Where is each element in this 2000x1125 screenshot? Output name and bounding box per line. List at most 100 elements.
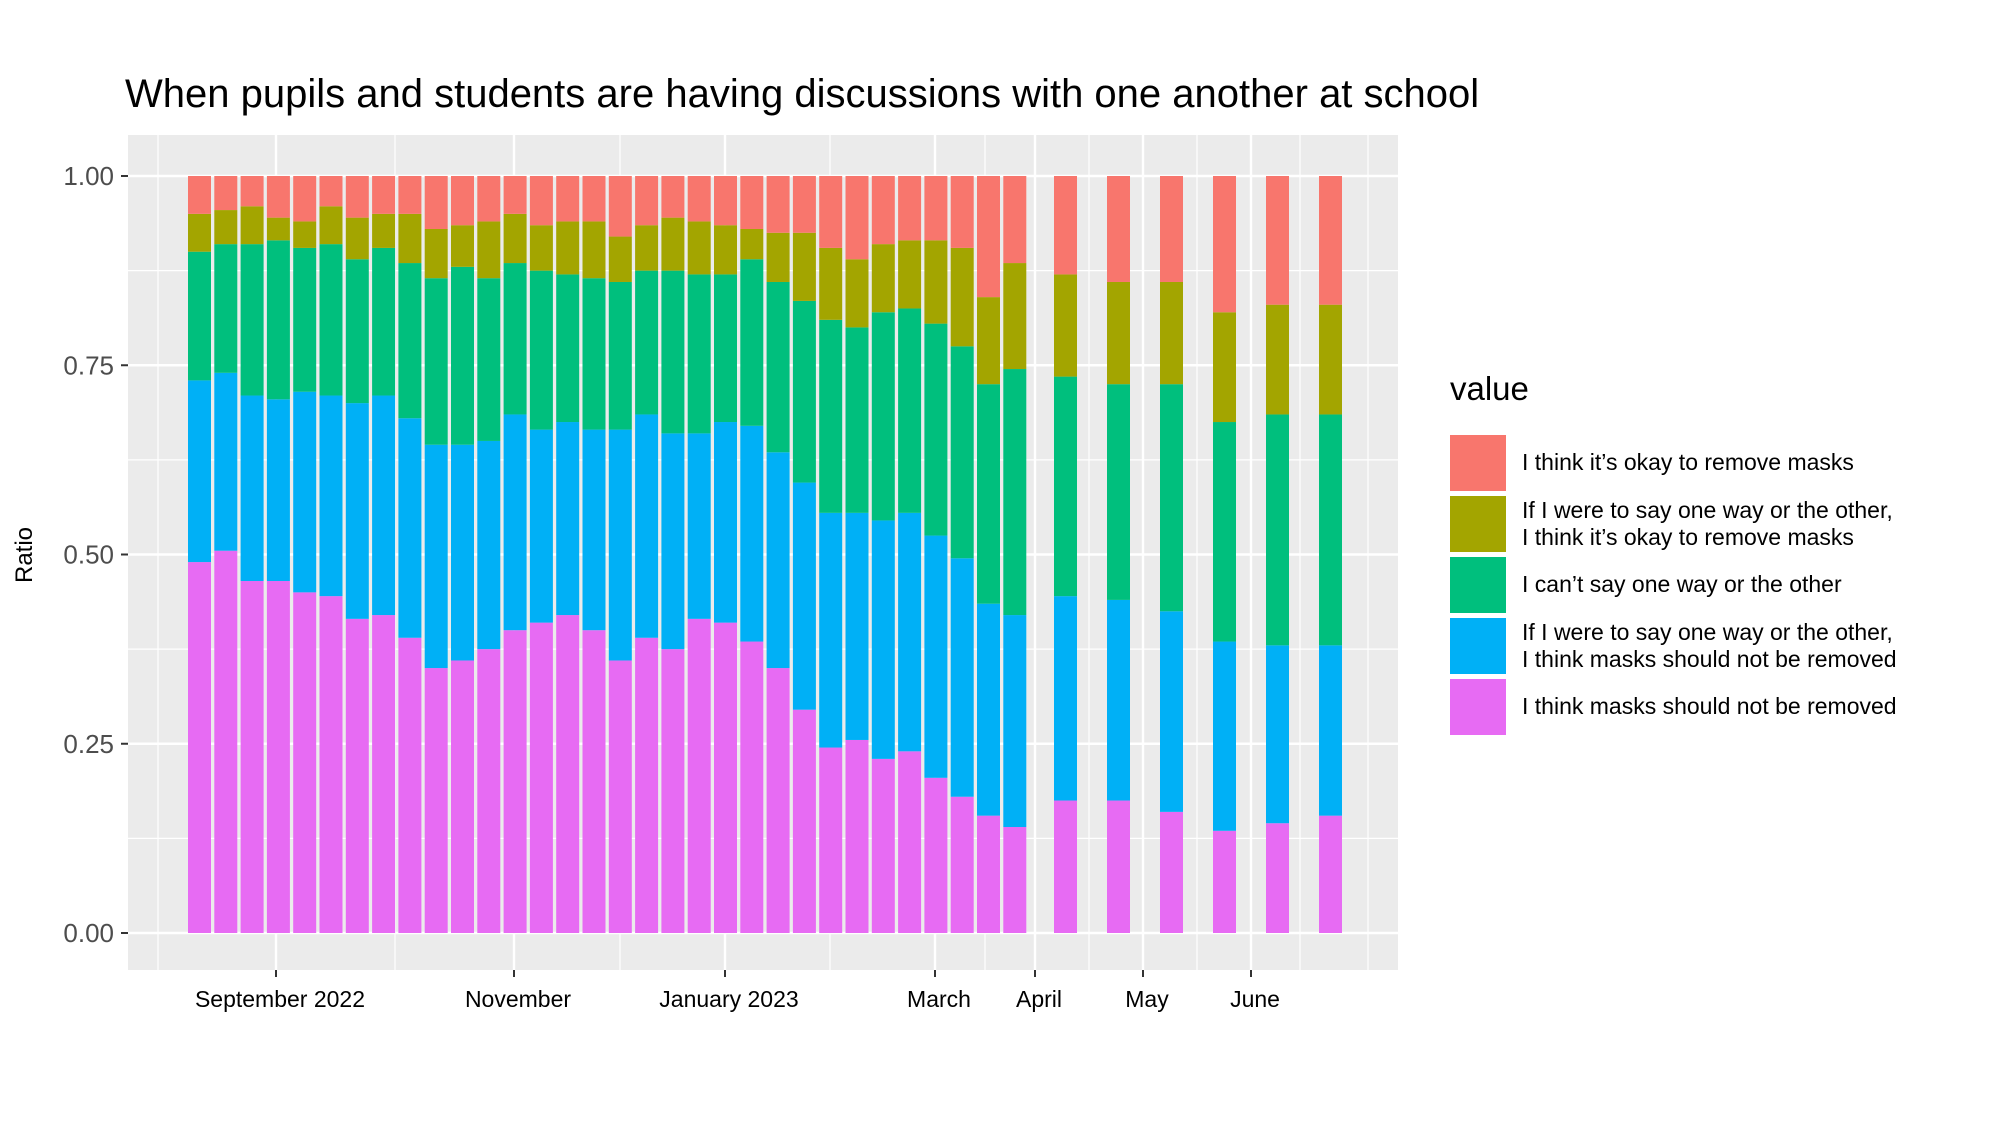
bar-segment (714, 622, 737, 933)
bar-segment (792, 709, 816, 933)
bar-segment (1054, 800, 1077, 933)
legend: value I think it’s okay to remove masks I… (1450, 370, 1897, 737)
bar-segment (214, 210, 238, 245)
legend-title: value (1450, 370, 1529, 407)
y-tick-label: 0.75 (63, 350, 114, 380)
bar-segment (424, 278, 448, 445)
bar-segment (188, 213, 211, 252)
legend-key (1450, 678, 1506, 735)
bar-segment (871, 176, 895, 245)
y-axis: 0.00 0.25 0.50 0.75 1.00 (63, 161, 128, 948)
bar-segment (687, 618, 711, 933)
bar-segment (819, 512, 843, 748)
bar-segment (529, 176, 553, 226)
bar-segment (424, 228, 448, 279)
bar-segment (1266, 823, 1289, 933)
bar-segment (398, 263, 422, 419)
bar-segment (871, 520, 895, 759)
bar-segment (1107, 599, 1130, 801)
bar-segment (556, 221, 580, 275)
bar-segment (871, 244, 895, 313)
bar-segment (1054, 176, 1077, 275)
bar-segment (372, 213, 396, 248)
x-tick-label: March (907, 986, 971, 1012)
legend-label: I think masks should not be removed (1522, 693, 1897, 719)
bar-segment (266, 217, 290, 241)
bar-segment (266, 176, 290, 218)
bar-segment (1160, 281, 1183, 385)
bar-segment (1003, 827, 1027, 933)
bar-segment (477, 440, 501, 650)
bar-segment (1107, 384, 1130, 600)
bar-segment (977, 815, 1000, 933)
y-tick-label: 0.00 (63, 918, 114, 948)
bar-segment (608, 176, 632, 237)
bar-segment (845, 176, 869, 260)
bar-segment (924, 176, 948, 241)
bar-segment (924, 535, 948, 778)
bar-segment (898, 176, 922, 241)
bar-segment (424, 176, 448, 229)
bar-segment (582, 429, 606, 631)
bar-segment (240, 580, 264, 933)
bar-segment (1266, 176, 1289, 305)
legend-item: I think masks should not be removed (1450, 676, 1897, 737)
legend-item: If I were to say one way or the other, I… (1450, 615, 1897, 676)
bar-segment (792, 176, 816, 233)
bar-segment (766, 668, 790, 933)
bar-segment (240, 206, 264, 245)
bar-segment (608, 236, 632, 282)
bar-segment (1003, 369, 1027, 616)
bar-segment (792, 232, 816, 301)
bar-segment (345, 217, 369, 260)
bar-segment (661, 270, 685, 434)
bar-segment (188, 251, 211, 381)
bar-segment (266, 580, 290, 933)
bar-segment (845, 259, 869, 328)
bar-segment (635, 176, 659, 226)
x-tick-label: September 2022 (195, 986, 365, 1012)
bar-segment (1054, 596, 1077, 801)
bar-segment (1213, 422, 1236, 642)
bar-segment (740, 641, 764, 933)
x-tick-label: April (1016, 986, 1062, 1012)
bar-segment (240, 176, 264, 207)
bar-segment (845, 739, 869, 933)
bar-segment (950, 558, 974, 797)
bar-segment (214, 550, 238, 933)
legend-key (1450, 556, 1506, 613)
bar-segment (529, 429, 553, 623)
bar-segment (819, 747, 843, 933)
bar-segment (556, 615, 580, 933)
legend-key (1450, 617, 1506, 674)
y-tick-label: 0.50 (63, 540, 114, 570)
bar-segment (1213, 176, 1236, 313)
bar-segment (1003, 263, 1027, 370)
bar-segment (240, 244, 264, 396)
bar-segment (1266, 414, 1289, 646)
bar-segment (372, 615, 396, 933)
bar-segment (1107, 176, 1130, 282)
bar-segment (319, 395, 343, 597)
bar-segment (188, 562, 211, 933)
bar-segment (1319, 176, 1342, 305)
x-tick-label: November (465, 986, 571, 1012)
bar-segment (871, 312, 895, 521)
bar-segment (1160, 811, 1183, 933)
bar-segment (214, 176, 238, 211)
bar-segment (740, 176, 764, 229)
bar-segment (529, 225, 553, 271)
bar-segment (1160, 611, 1183, 812)
bar-segment (924, 323, 948, 536)
bar-segment (293, 221, 317, 248)
bar-segment (582, 221, 606, 279)
bar-segment (582, 278, 606, 430)
bar-segment (451, 225, 474, 267)
bar-segment (977, 297, 1000, 385)
bar-segment (714, 274, 737, 423)
bar-segment (477, 278, 501, 441)
bar-segment (398, 176, 422, 214)
bar-segment (1213, 830, 1236, 933)
bar-segment (898, 512, 922, 752)
